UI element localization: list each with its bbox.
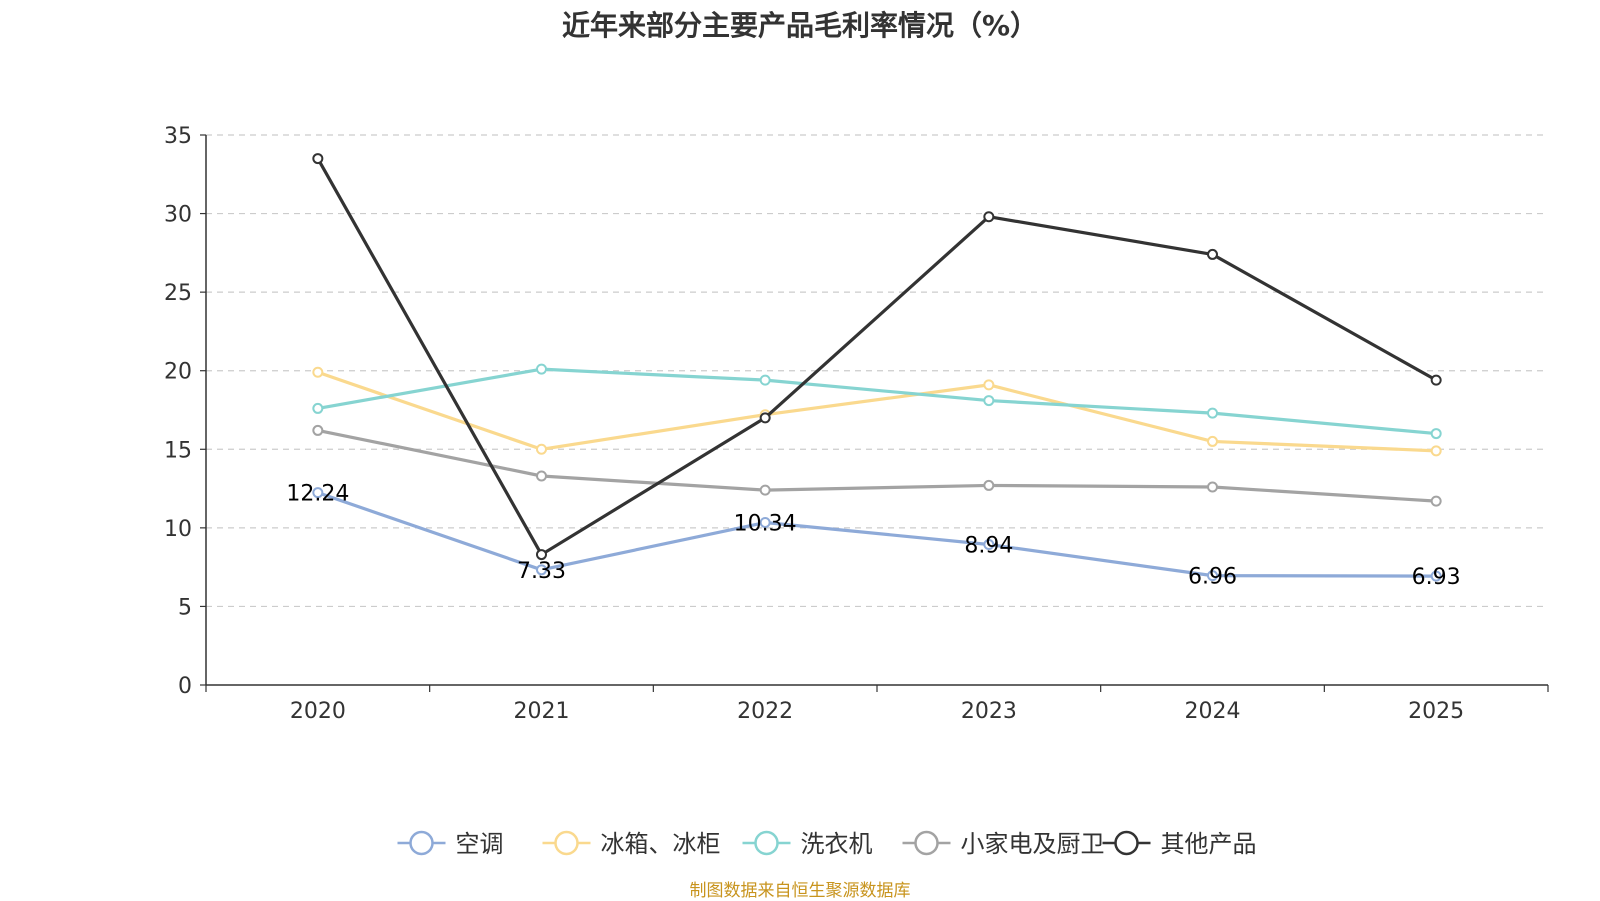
data-point	[983, 379, 995, 391]
legend-marker	[914, 830, 939, 856]
data-point	[759, 374, 771, 386]
legend-label: 空调	[456, 830, 504, 858]
data-label: 6.96	[1188, 565, 1237, 590]
legend-label: 小家电及厨卫	[961, 830, 1105, 858]
series-line-2	[317, 370, 1437, 453]
legend-label: 其他产品	[1161, 830, 1257, 858]
data-point	[1207, 248, 1218, 260]
y-tick-label: 20	[164, 360, 192, 385]
legend-marker	[754, 830, 779, 856]
legend-label: 冰箱、冰柜	[601, 830, 721, 858]
series-line-5	[316, 157, 1437, 557]
y-tick-label: 25	[164, 281, 192, 306]
y-tick-label: 5	[178, 595, 192, 620]
data-point	[1430, 495, 1442, 507]
y-tick-label: 30	[164, 203, 192, 228]
data-point	[536, 443, 547, 455]
data-point	[312, 487, 324, 499]
data-label: 10.34	[734, 512, 797, 537]
x-tick-label: 2020	[290, 699, 346, 724]
data-point	[312, 424, 324, 436]
data-label: 7.33	[517, 559, 566, 584]
data-point	[759, 517, 771, 529]
data-point	[983, 539, 995, 551]
data-point	[1207, 481, 1218, 493]
y-tick-label: 10	[164, 517, 192, 542]
data-point	[536, 549, 547, 561]
data-point	[312, 402, 324, 414]
data-point	[759, 412, 771, 424]
data-point	[759, 484, 771, 496]
y-tick-label: 15	[164, 438, 192, 463]
legend-label: 洗衣机	[801, 830, 873, 858]
x-tick-label: 2024	[1185, 699, 1241, 724]
x-tick-label: 2022	[737, 699, 793, 724]
data-point	[536, 363, 547, 375]
data-point	[1207, 570, 1218, 582]
data-point	[1430, 570, 1442, 582]
data-label: 8.94	[964, 534, 1013, 559]
legend-marker	[1114, 830, 1139, 856]
data-point	[1207, 407, 1218, 419]
data-point	[983, 211, 995, 223]
legend-marker	[409, 830, 434, 856]
x-tick-label: 2023	[961, 699, 1017, 724]
data-point	[983, 395, 995, 407]
data-point	[1207, 435, 1218, 447]
data-point	[536, 564, 547, 576]
y-tick-label: 0	[178, 674, 192, 699]
chart-title: 近年来部分主要产品毛利率情况（%）	[561, 9, 1039, 42]
data-point	[1430, 374, 1442, 386]
data-label: 6.93	[1412, 565, 1461, 590]
series-line-4	[317, 428, 1437, 503]
source-note: 制图数据来自恒生聚源数据库	[689, 881, 911, 901]
data-point	[312, 366, 324, 378]
data-point	[983, 479, 995, 491]
data-point	[1430, 445, 1442, 457]
series-line-3	[317, 367, 1437, 436]
x-tick-label: 2025	[1408, 699, 1464, 724]
x-tick-label: 2021	[514, 699, 570, 724]
data-label: 12.24	[286, 482, 349, 507]
data-point	[312, 153, 324, 165]
legend-marker	[554, 830, 579, 856]
data-point	[536, 470, 547, 482]
y-tick-label: 35	[164, 124, 192, 149]
data-point	[1430, 428, 1442, 440]
series-line-1	[317, 491, 1437, 578]
